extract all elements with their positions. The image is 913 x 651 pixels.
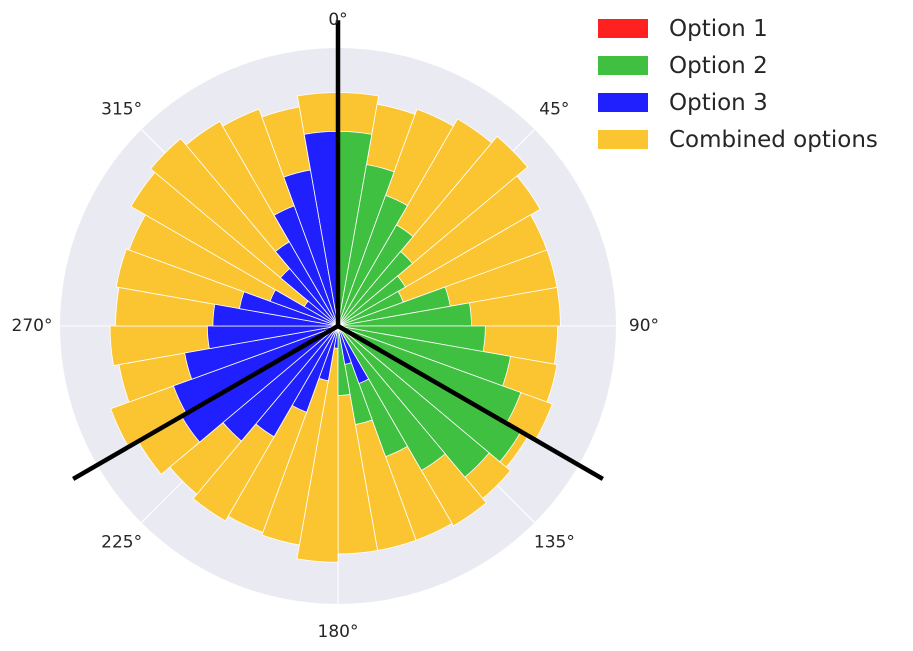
legend-swatch-combined [598,130,648,149]
legend: Option 1 Option 2 Option 3 Combined opti… [598,10,878,158]
bar-option-2 [337,164,395,327]
bar-option-3 [206,325,339,350]
legend-item-option-3: Option 3 [598,84,878,121]
bar-option-2 [337,250,414,327]
bar-option-2 [337,224,414,327]
legend-swatch-option-2 [598,56,648,75]
theta-tick-label: 90° [629,316,659,336]
bar-combined [261,325,339,546]
legend-swatch-option-3 [598,93,648,112]
legend-item-option-1: Option 1 [598,10,878,47]
bar-option-2 [337,325,446,471]
reference-line [72,324,340,481]
bar-option-3 [269,289,339,327]
bar-option-3 [184,325,339,380]
theta-tick-label: 225° [101,532,142,552]
theta-tick-label: 45° [539,100,569,120]
bar-option-3 [337,325,352,365]
reference-line [336,324,604,481]
bar-option-2 [337,325,490,478]
bar-option-2 [337,275,406,327]
legend-label-option-1: Option 1 [669,15,768,42]
legend-swatch-option-1 [598,19,648,38]
legend-item-combined: Combined options [598,121,878,158]
theta-tick-label: 315° [101,100,142,120]
theta-tick-label: 135° [534,532,575,552]
legend-item-option-2: Option 2 [598,47,878,84]
theta-tick-label: 180° [318,622,359,642]
legend-label-combined: Combined options [669,126,878,153]
bar-option-2 [337,194,409,327]
theta-tick-label: 0° [328,10,347,30]
theta-tick-label: 270° [12,316,53,336]
bar-option-3 [337,325,370,384]
legend-label-option-2: Option 2 [669,52,768,79]
legend-label-option-3: Option 3 [669,89,768,116]
